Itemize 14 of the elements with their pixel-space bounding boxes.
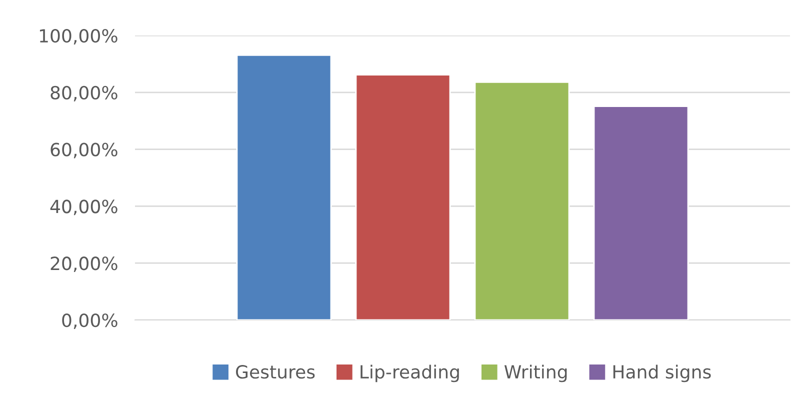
y-tick-label: 20,00% [50,256,118,272]
bar [236,54,332,320]
y-tick-label: 60,00% [50,142,118,158]
bar [593,106,689,320]
bar [355,74,451,320]
legend-label: Hand signs [613,364,711,382]
y-tick-label: 0,00% [62,313,118,329]
y-tick-label: 80,00% [50,86,118,102]
legend-label: Writing [504,364,567,382]
y-tick-label: 40,00% [50,200,118,216]
bar [474,81,570,320]
y-tick-label: 100,00% [40,28,118,44]
legend-label: Gestures [236,365,315,379]
legend-label: Lip-reading [360,364,459,382]
